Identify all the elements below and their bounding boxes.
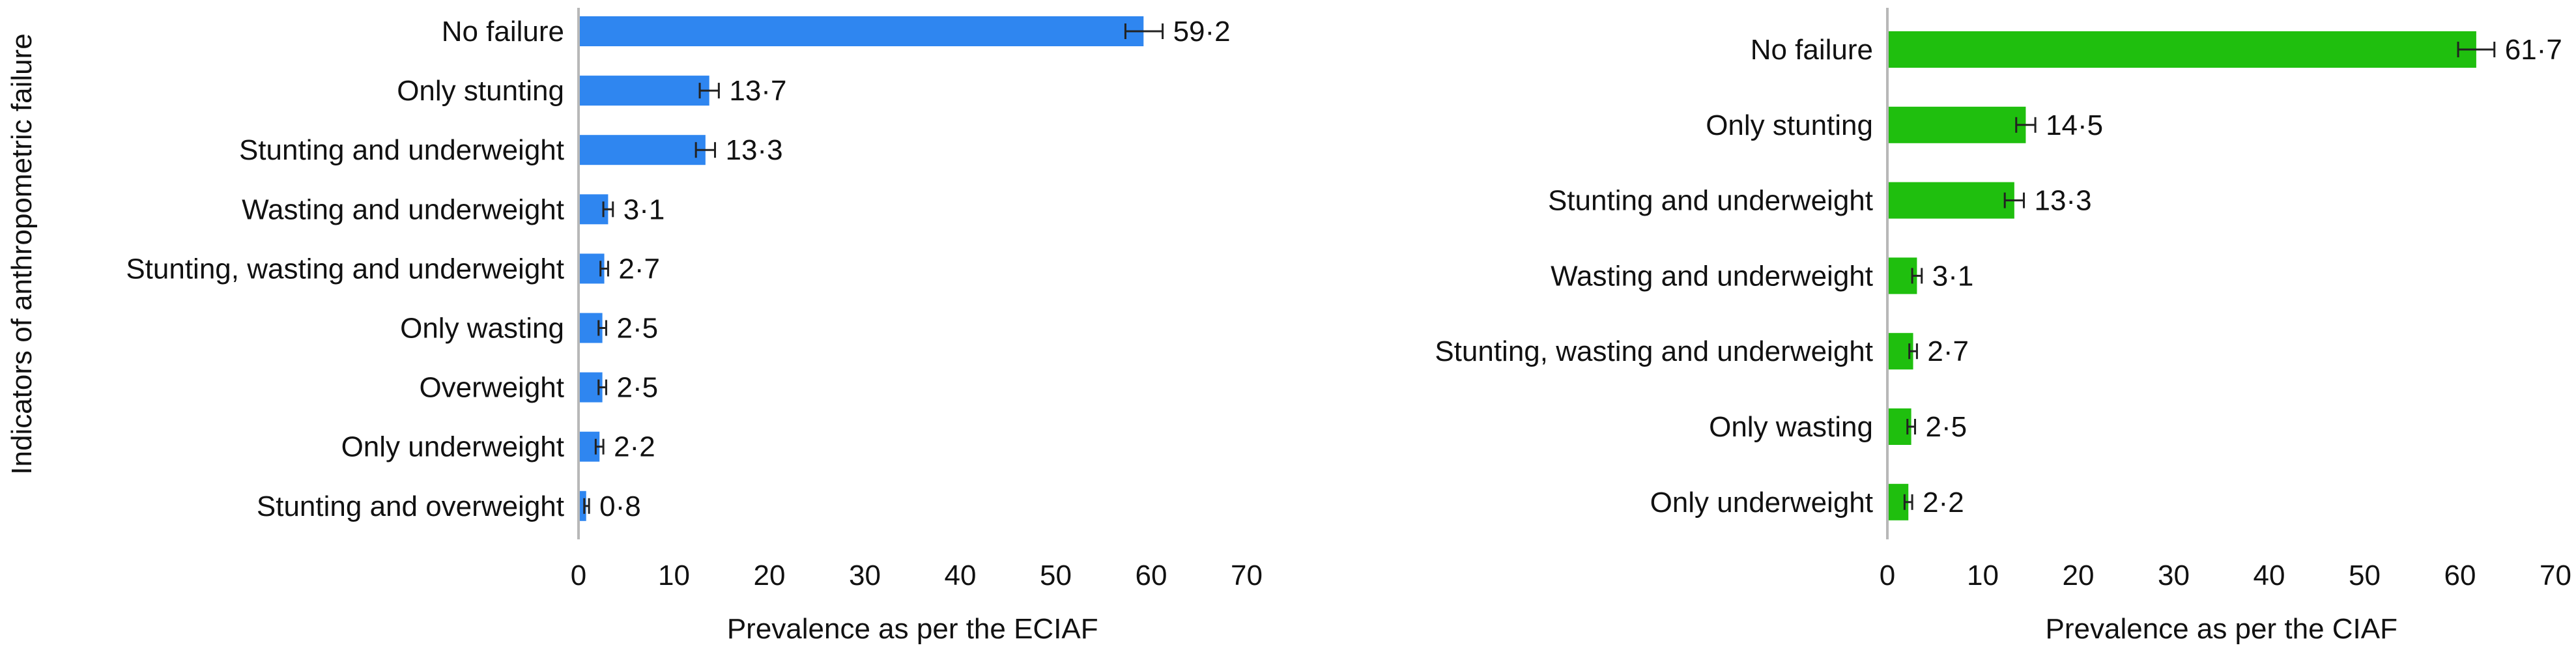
category-label: Stunting, wasting and underweight	[126, 253, 564, 285]
x-tick-label: 20	[754, 560, 786, 591]
x-tick-label: 40	[2254, 560, 2285, 591]
bar	[580, 490, 586, 521]
value-label: 2·2	[1923, 487, 1964, 519]
bar	[580, 76, 709, 106]
value-label: 61·7	[2505, 34, 2562, 66]
x-tick-label: 70	[1231, 560, 1263, 591]
x-tick-label: 60	[1136, 560, 1167, 591]
x-tick-label: 30	[2158, 560, 2190, 591]
x-tick-label: 50	[1040, 560, 1072, 591]
value-label: 3·1	[1932, 260, 1974, 292]
bar	[1889, 106, 2026, 143]
chart-eciaf: No failure 59·2 Only stunting 13·7 Stunting …	[126, 8, 1263, 645]
value-label: 2·7	[1927, 335, 1969, 367]
value-label: 2·2	[614, 431, 655, 463]
value-label: 59·2	[1173, 16, 1231, 48]
value-label: 0·8	[599, 490, 641, 522]
value-label: 3·1	[623, 193, 665, 225]
x-tick-label: 60	[2444, 560, 2476, 591]
category-label: Stunting and underweight	[239, 134, 564, 166]
category-label: Stunting and underweight	[1548, 185, 1873, 217]
bar	[580, 16, 1144, 46]
value-label: 14·5	[2046, 109, 2103, 141]
value-label: 13·7	[729, 75, 786, 107]
x-tick-label: 10	[1967, 560, 1999, 591]
value-label: 13·3	[2034, 185, 2091, 217]
value-label: 13·3	[725, 134, 782, 166]
category-label: Stunting and overweight	[257, 490, 564, 522]
bar	[580, 135, 706, 165]
bar	[1889, 31, 2476, 68]
category-label: Stunting, wasting and underweight	[1435, 335, 1873, 367]
x-tick-label: 10	[658, 560, 690, 591]
category-label: Only wasting	[400, 313, 564, 345]
category-label: Only underweight	[341, 431, 564, 463]
x-tick-label: 50	[2349, 560, 2381, 591]
category-label: Only wasting	[1709, 411, 1873, 443]
x-tick-label: 70	[2540, 560, 2571, 591]
x-tick-label: 0	[1880, 560, 1895, 591]
value-label: 2·5	[616, 372, 658, 404]
category-label: No failure	[1751, 34, 1873, 66]
value-label: 2·7	[618, 253, 660, 285]
x-tick-label: 40	[945, 560, 977, 591]
category-label: Only stunting	[1706, 109, 1873, 141]
value-label: 2·5	[1925, 411, 1967, 443]
x-tick-label: 20	[2063, 560, 2095, 591]
category-label: Wasting and underweight	[242, 193, 564, 225]
category-label: Only underweight	[1650, 487, 1873, 519]
category-label: No failure	[442, 16, 564, 48]
x-tick-label: 0	[571, 560, 586, 591]
value-label: 2·5	[616, 313, 658, 345]
x-axis-title: Prevalence as per the CIAF	[2046, 613, 2397, 645]
chart-ciaf: No failure 61·7 Only stunting 14·5 Stunting …	[1435, 8, 2571, 645]
category-label: Overweight	[419, 372, 564, 404]
category-label: Only stunting	[397, 75, 564, 107]
y-axis-title: Indicators of anthropometric failure	[6, 33, 38, 474]
x-axis-title: Prevalence as per the ECIAF	[727, 613, 1098, 645]
category-label: Wasting and underweight	[1551, 260, 1873, 292]
x-tick-label: 30	[849, 560, 881, 591]
bar	[1889, 182, 2014, 219]
